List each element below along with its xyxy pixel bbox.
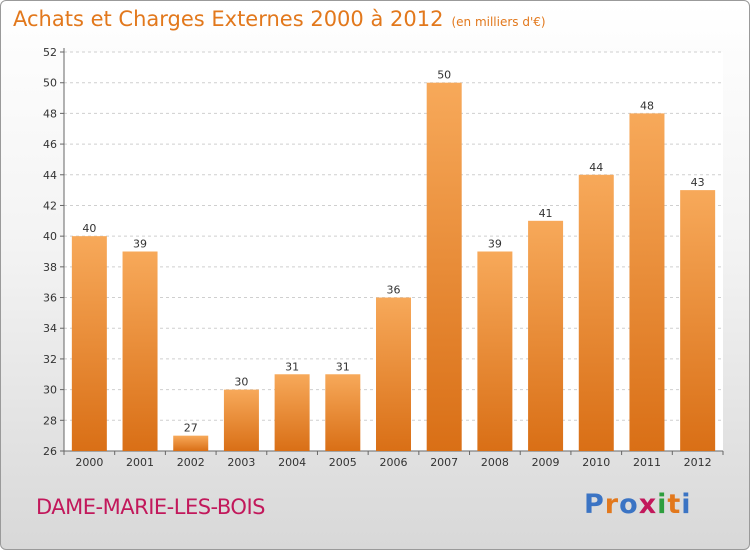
bar-2008: [477, 251, 513, 451]
value-label-2000: 40: [82, 222, 96, 235]
value-label-2009: 41: [539, 207, 553, 220]
y-tick-label: 40: [43, 230, 57, 243]
x-tick-label-2010: 2010: [582, 456, 610, 469]
bar-2007: [426, 82, 462, 451]
y-tick-label: 26: [43, 445, 57, 458]
y-tick-label: 36: [43, 292, 57, 305]
logo-letter: i: [657, 489, 668, 520]
logo-letter: t: [667, 489, 682, 520]
chart-title-text: Achats et Charges Externes 2000 à 2012: [13, 7, 444, 31]
value-label-2005: 31: [336, 360, 350, 373]
x-tick-label-2012: 2012: [684, 456, 712, 469]
y-tick-label: 32: [43, 353, 57, 366]
bar-2003: [223, 389, 259, 451]
logo-letter: P: [584, 489, 605, 520]
y-tick-label: 34: [43, 322, 57, 335]
value-label-2008: 39: [488, 238, 502, 251]
y-tick-label: 30: [43, 384, 57, 397]
logo-letter: r: [604, 489, 620, 520]
bar-2006: [376, 297, 411, 451]
y-tick-label: 46: [43, 138, 57, 151]
x-tick-label-2007: 2007: [430, 456, 458, 469]
bar-2010: [578, 174, 614, 451]
bar-2009: [528, 220, 564, 451]
y-tick-label: 38: [43, 261, 57, 274]
value-label-2006: 36: [387, 284, 401, 297]
value-label-2012: 43: [691, 176, 705, 189]
value-label-2002: 27: [184, 422, 198, 435]
value-label-2001: 39: [133, 238, 147, 251]
x-tick-label-2008: 2008: [481, 456, 509, 469]
y-tick-label: 44: [43, 169, 57, 182]
x-tick-label-2006: 2006: [380, 456, 408, 469]
y-tick-label: 42: [43, 199, 57, 212]
x-tick-label-2005: 2005: [329, 456, 357, 469]
bar-2002: [173, 435, 209, 451]
value-label-2007: 50: [437, 69, 451, 82]
x-tick-label-2011: 2011: [633, 456, 661, 469]
logo-letter: i: [681, 489, 692, 520]
x-tick-label-2004: 2004: [278, 456, 306, 469]
y-tick-label: 50: [43, 77, 57, 90]
x-tick-label-2003: 2003: [227, 456, 255, 469]
value-label-2010: 44: [589, 161, 603, 174]
logo-letter: o: [619, 489, 639, 520]
chart-unit: (en milliers d'€): [451, 15, 546, 29]
x-tick-label-2002: 2002: [177, 456, 205, 469]
value-label-2004: 31: [285, 360, 299, 373]
bar-2011: [629, 113, 665, 451]
bar-2000: [71, 236, 107, 451]
y-tick-label: 52: [43, 46, 57, 59]
bar-2004: [274, 374, 310, 451]
y-tick-label: 48: [43, 107, 57, 120]
bar-2012: [680, 190, 716, 451]
y-tick-label: 28: [43, 414, 57, 427]
x-tick-label-2001: 2001: [126, 456, 154, 469]
logo-letter: x: [638, 489, 658, 520]
bar-2001: [122, 251, 158, 451]
proxiti-logo: Proxiti: [584, 489, 692, 520]
bar-2005: [325, 374, 361, 451]
value-label-2011: 48: [640, 99, 654, 112]
x-tick-label-2009: 2009: [532, 456, 560, 469]
x-tick-label-2000: 2000: [75, 456, 103, 469]
chart-title: Achats et Charges Externes 2000 à 2012 (e…: [13, 7, 546, 31]
value-label-2003: 30: [234, 376, 248, 389]
commune-name: DAME-MARIE-LES-BOIS: [36, 495, 265, 519]
